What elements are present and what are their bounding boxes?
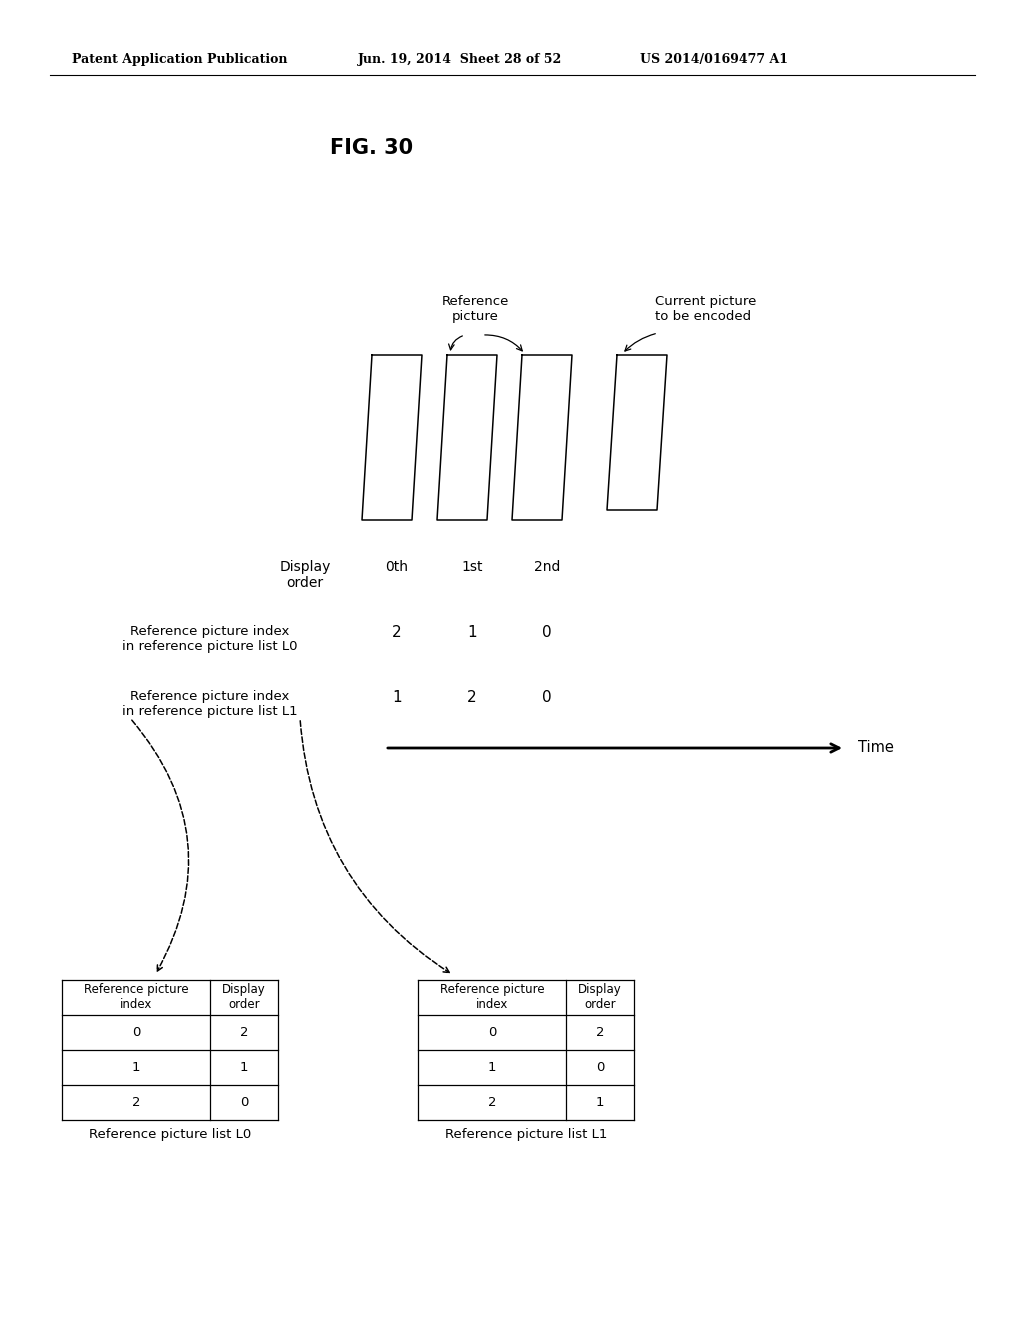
Text: Time: Time	[858, 741, 894, 755]
Text: Reference picture list L1: Reference picture list L1	[444, 1129, 607, 1140]
Text: Display
order: Display order	[579, 983, 622, 1011]
Text: Reference picture
index: Reference picture index	[84, 983, 188, 1011]
Text: Reference picture index
in reference picture list L0: Reference picture index in reference pic…	[122, 624, 298, 653]
Text: Current picture
to be encoded: Current picture to be encoded	[655, 294, 757, 323]
Text: Reference picture list L0: Reference picture list L0	[89, 1129, 251, 1140]
Text: Reference
picture: Reference picture	[441, 294, 509, 323]
Text: 2: 2	[392, 624, 401, 640]
Text: 0: 0	[542, 690, 552, 705]
Text: 2: 2	[132, 1096, 140, 1109]
Text: 2: 2	[240, 1026, 248, 1039]
Text: 1: 1	[132, 1061, 140, 1074]
Text: 1: 1	[392, 690, 401, 705]
Text: 0: 0	[596, 1061, 604, 1074]
Text: 0: 0	[132, 1026, 140, 1039]
Text: Reference picture
index: Reference picture index	[439, 983, 545, 1011]
Text: 0: 0	[240, 1096, 248, 1109]
Text: Display
order: Display order	[280, 560, 331, 590]
Text: 0th: 0th	[385, 560, 409, 574]
Text: 2: 2	[467, 690, 477, 705]
Text: 1: 1	[240, 1061, 248, 1074]
Text: 1st: 1st	[461, 560, 482, 574]
Text: 2: 2	[596, 1026, 604, 1039]
Text: 2: 2	[487, 1096, 497, 1109]
Text: 0: 0	[542, 624, 552, 640]
Text: 1: 1	[467, 624, 477, 640]
Text: US 2014/0169477 A1: US 2014/0169477 A1	[640, 54, 788, 66]
Text: Display
order: Display order	[222, 983, 266, 1011]
Text: 0: 0	[487, 1026, 497, 1039]
Text: Reference picture index
in reference picture list L1: Reference picture index in reference pic…	[122, 690, 298, 718]
Text: Jun. 19, 2014  Sheet 28 of 52: Jun. 19, 2014 Sheet 28 of 52	[358, 54, 562, 66]
Text: 1: 1	[596, 1096, 604, 1109]
Text: 1: 1	[487, 1061, 497, 1074]
Text: 2nd: 2nd	[534, 560, 560, 574]
Text: FIG. 30: FIG. 30	[330, 139, 413, 158]
Text: Patent Application Publication: Patent Application Publication	[72, 54, 288, 66]
